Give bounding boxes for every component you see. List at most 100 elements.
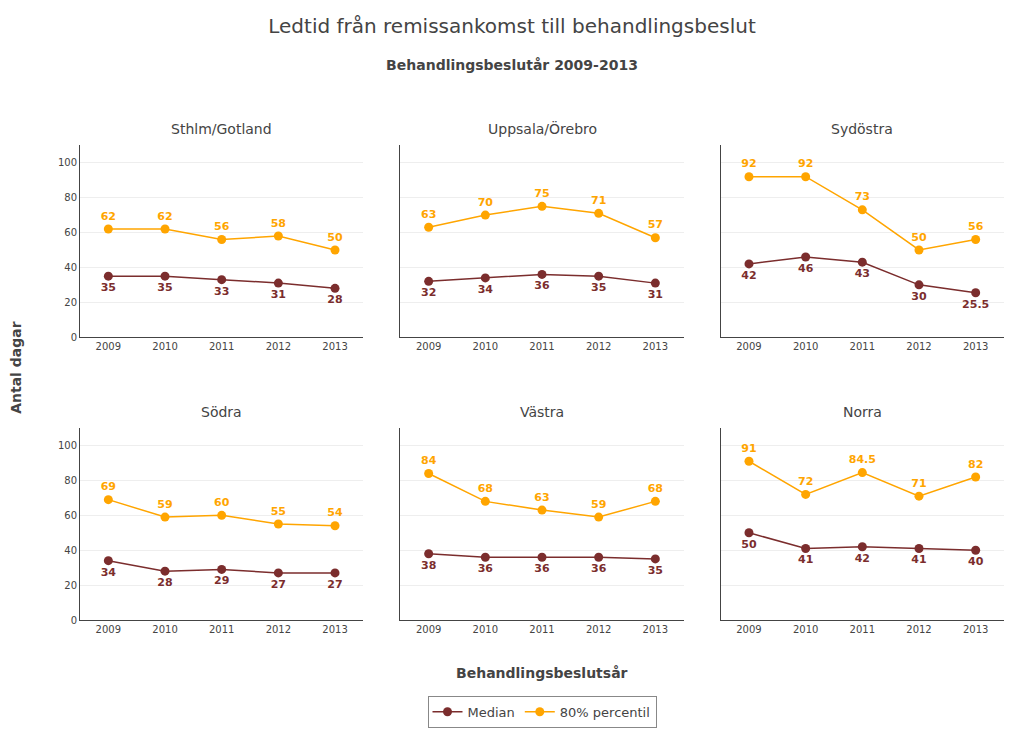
svg-text:2010: 2010	[473, 341, 498, 352]
svg-text:55: 55	[271, 505, 286, 518]
svg-text:2011: 2011	[209, 624, 234, 635]
svg-text:0: 0	[71, 332, 77, 343]
svg-text:59: 59	[157, 498, 172, 511]
svg-text:Sydöstra: Sydöstra	[831, 121, 893, 137]
svg-text:28: 28	[327, 293, 342, 306]
svg-text:34: 34	[478, 283, 494, 296]
svg-text:69: 69	[101, 480, 116, 493]
svg-text:60: 60	[64, 510, 77, 521]
svg-text:2011: 2011	[850, 341, 875, 352]
svg-text:38: 38	[421, 559, 436, 572]
svg-text:36: 36	[534, 562, 550, 575]
svg-text:92: 92	[798, 157, 813, 170]
svg-text:Södra: Södra	[201, 404, 242, 420]
svg-text:Antal dagar: Antal dagar	[8, 321, 24, 414]
svg-text:80: 80	[64, 192, 77, 203]
svg-text:2010: 2010	[793, 341, 818, 352]
svg-text:62: 62	[101, 210, 116, 223]
svg-text:2011: 2011	[529, 341, 554, 352]
svg-text:Sthlm/Gotland: Sthlm/Gotland	[171, 121, 272, 137]
svg-text:2010: 2010	[793, 624, 818, 635]
svg-text:0: 0	[71, 615, 77, 626]
svg-text:84: 84	[421, 454, 437, 467]
svg-text:34: 34	[101, 566, 117, 579]
svg-text:35: 35	[648, 564, 663, 577]
svg-text:Ledtid från remissankomst till: Ledtid från remissankomst till behandlin…	[268, 14, 756, 38]
svg-text:72: 72	[798, 475, 813, 488]
svg-text:50: 50	[741, 538, 757, 551]
svg-text:27: 27	[271, 578, 286, 591]
svg-text:Behandlingsbeslutår 2009-2013: Behandlingsbeslutår 2009-2013	[386, 57, 638, 73]
svg-text:68: 68	[648, 482, 663, 495]
svg-text:100: 100	[58, 440, 77, 451]
svg-text:2013: 2013	[643, 624, 668, 635]
svg-text:2012: 2012	[906, 624, 931, 635]
svg-text:20: 20	[64, 297, 77, 308]
svg-text:2011: 2011	[529, 624, 554, 635]
svg-text:40: 40	[968, 555, 984, 568]
svg-text:68: 68	[478, 482, 493, 495]
svg-text:63: 63	[421, 208, 436, 221]
svg-text:33: 33	[214, 285, 229, 298]
svg-text:62: 62	[157, 210, 172, 223]
svg-text:Västra: Västra	[520, 404, 564, 420]
svg-text:80: 80	[64, 475, 77, 486]
svg-text:58: 58	[271, 217, 286, 230]
svg-text:56: 56	[214, 220, 230, 233]
svg-text:71: 71	[911, 477, 926, 490]
svg-text:75: 75	[534, 187, 549, 200]
svg-text:2010: 2010	[152, 341, 177, 352]
svg-text:50: 50	[911, 231, 927, 244]
svg-text:29: 29	[214, 574, 229, 587]
svg-text:2010: 2010	[152, 624, 177, 635]
svg-text:2013: 2013	[322, 624, 347, 635]
svg-text:60: 60	[214, 496, 230, 509]
svg-text:46: 46	[798, 262, 814, 275]
svg-text:31: 31	[648, 288, 663, 301]
svg-text:2013: 2013	[322, 341, 347, 352]
svg-text:2012: 2012	[586, 624, 611, 635]
svg-text:2011: 2011	[850, 624, 875, 635]
svg-text:2012: 2012	[266, 341, 291, 352]
svg-text:35: 35	[591, 281, 606, 294]
svg-text:2011: 2011	[209, 341, 234, 352]
svg-text:92: 92	[741, 157, 756, 170]
svg-text:32: 32	[421, 286, 436, 299]
svg-text:91: 91	[741, 442, 756, 455]
svg-text:27: 27	[327, 578, 342, 591]
svg-text:31: 31	[271, 288, 286, 301]
svg-text:80% percentil: 80% percentil	[560, 705, 650, 720]
svg-text:60: 60	[64, 227, 77, 238]
svg-text:43: 43	[855, 267, 870, 280]
svg-text:59: 59	[591, 498, 606, 511]
svg-text:20: 20	[64, 580, 77, 591]
svg-text:100: 100	[58, 157, 77, 168]
svg-text:28: 28	[157, 576, 172, 589]
svg-text:Norra: Norra	[843, 404, 882, 420]
svg-text:Behandlingsbeslutsår: Behandlingsbeslutsår	[456, 665, 628, 681]
svg-text:2009: 2009	[96, 341, 121, 352]
svg-text:42: 42	[855, 552, 870, 565]
svg-text:73: 73	[855, 190, 870, 203]
svg-text:2012: 2012	[586, 341, 611, 352]
svg-text:57: 57	[648, 218, 663, 231]
svg-text:82: 82	[968, 458, 983, 471]
svg-text:2009: 2009	[736, 341, 761, 352]
svg-text:84.5: 84.5	[849, 453, 876, 466]
svg-text:40: 40	[64, 262, 77, 273]
svg-text:56: 56	[968, 220, 984, 233]
svg-text:54: 54	[327, 506, 343, 519]
svg-text:2010: 2010	[473, 624, 498, 635]
svg-text:36: 36	[591, 562, 607, 575]
svg-text:40: 40	[64, 545, 77, 556]
svg-text:30: 30	[911, 290, 927, 303]
svg-text:41: 41	[911, 553, 926, 566]
svg-text:2009: 2009	[416, 341, 441, 352]
svg-text:35: 35	[101, 281, 116, 294]
svg-text:36: 36	[478, 562, 494, 575]
svg-text:25.5: 25.5	[962, 298, 989, 311]
svg-text:2012: 2012	[266, 624, 291, 635]
svg-text:Uppsala/Örebro: Uppsala/Örebro	[488, 120, 597, 137]
svg-text:2009: 2009	[96, 624, 121, 635]
svg-text:50: 50	[327, 231, 343, 244]
